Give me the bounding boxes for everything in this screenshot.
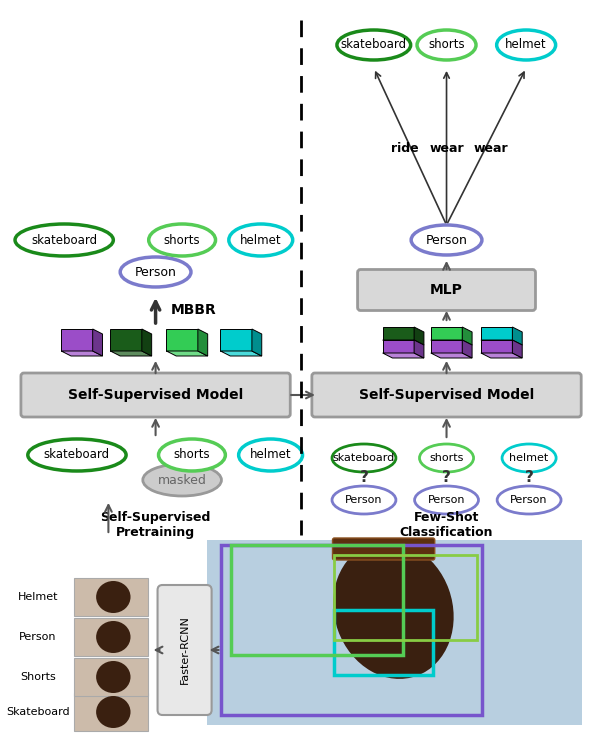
FancyBboxPatch shape <box>74 578 148 616</box>
Text: wear: wear <box>429 142 464 154</box>
Polygon shape <box>481 340 513 353</box>
FancyBboxPatch shape <box>207 540 582 725</box>
Ellipse shape <box>159 439 226 471</box>
Polygon shape <box>513 340 522 358</box>
Text: Faster-RCNN: Faster-RCNN <box>180 616 190 684</box>
Polygon shape <box>110 351 152 356</box>
Ellipse shape <box>96 661 130 693</box>
Text: Person: Person <box>345 495 382 505</box>
Polygon shape <box>382 340 424 345</box>
Polygon shape <box>431 327 462 340</box>
Polygon shape <box>93 329 102 356</box>
Ellipse shape <box>333 541 453 679</box>
Ellipse shape <box>411 225 482 255</box>
Polygon shape <box>481 340 522 345</box>
Text: shorts: shorts <box>428 38 465 51</box>
Polygon shape <box>382 340 414 353</box>
Text: skateboard: skateboard <box>44 448 110 462</box>
Polygon shape <box>382 327 414 340</box>
Ellipse shape <box>229 224 292 256</box>
Ellipse shape <box>96 696 130 728</box>
Ellipse shape <box>96 621 130 653</box>
Ellipse shape <box>414 486 478 514</box>
Text: Skateboard: Skateboard <box>6 707 69 717</box>
Text: ?: ? <box>525 470 533 485</box>
Ellipse shape <box>420 444 474 472</box>
Ellipse shape <box>497 486 561 514</box>
Ellipse shape <box>502 444 556 472</box>
Polygon shape <box>414 340 424 358</box>
Text: ?: ? <box>442 470 451 485</box>
Polygon shape <box>220 351 262 356</box>
Polygon shape <box>431 340 462 353</box>
FancyBboxPatch shape <box>312 373 581 417</box>
Text: Person: Person <box>428 495 465 505</box>
Polygon shape <box>481 327 513 340</box>
Text: helmet: helmet <box>510 453 549 463</box>
Ellipse shape <box>239 439 303 471</box>
Polygon shape <box>414 327 424 345</box>
Ellipse shape <box>143 464 221 496</box>
Text: helmet: helmet <box>506 38 547 51</box>
Polygon shape <box>431 353 472 358</box>
Polygon shape <box>481 353 522 358</box>
Text: wear: wear <box>474 142 509 154</box>
Text: shorts: shorts <box>164 233 201 247</box>
Text: MBBR: MBBR <box>170 303 216 317</box>
Text: shorts: shorts <box>429 453 464 463</box>
Text: ride: ride <box>391 142 419 154</box>
Text: Self-Supervised Model: Self-Supervised Model <box>68 388 243 402</box>
FancyBboxPatch shape <box>358 269 536 310</box>
Text: Helmet: Helmet <box>17 592 58 602</box>
Polygon shape <box>61 351 102 356</box>
Text: helmet: helmet <box>240 233 282 247</box>
Ellipse shape <box>120 257 191 287</box>
Ellipse shape <box>332 444 396 472</box>
Text: Self-Supervised Model: Self-Supervised Model <box>359 388 534 402</box>
FancyBboxPatch shape <box>333 538 435 560</box>
Polygon shape <box>462 327 472 345</box>
FancyBboxPatch shape <box>21 373 290 417</box>
Polygon shape <box>61 329 93 351</box>
FancyBboxPatch shape <box>74 618 148 656</box>
Polygon shape <box>220 329 252 351</box>
Polygon shape <box>142 329 152 356</box>
Text: ?: ? <box>359 470 368 485</box>
Text: skateboard: skateboard <box>341 38 407 51</box>
Ellipse shape <box>497 30 556 60</box>
Ellipse shape <box>337 30 411 60</box>
Polygon shape <box>166 329 198 351</box>
Text: shorts: shorts <box>173 448 210 462</box>
Polygon shape <box>462 340 472 358</box>
FancyBboxPatch shape <box>157 585 211 715</box>
Text: skateboard: skateboard <box>31 233 97 247</box>
Text: masked: masked <box>157 473 207 487</box>
Text: Person: Person <box>19 632 56 642</box>
Ellipse shape <box>28 439 126 471</box>
FancyBboxPatch shape <box>74 693 148 731</box>
Polygon shape <box>110 329 142 351</box>
Polygon shape <box>166 351 208 356</box>
Text: Person: Person <box>510 495 548 505</box>
Polygon shape <box>431 340 472 345</box>
Text: helmet: helmet <box>250 448 291 462</box>
Polygon shape <box>513 327 522 345</box>
Text: Person: Person <box>426 233 468 247</box>
Polygon shape <box>198 329 208 356</box>
Text: Few-Shot
Classification: Few-Shot Classification <box>400 511 493 539</box>
Text: Person: Person <box>134 266 176 278</box>
Text: Shorts: Shorts <box>20 672 56 682</box>
Ellipse shape <box>15 224 113 256</box>
FancyBboxPatch shape <box>74 658 148 696</box>
Ellipse shape <box>149 224 215 256</box>
Text: MLP: MLP <box>430 283 463 297</box>
Ellipse shape <box>96 581 130 613</box>
Ellipse shape <box>417 30 476 60</box>
Text: Self-Supervised
Pretraining: Self-Supervised Pretraining <box>101 511 211 539</box>
Polygon shape <box>382 353 424 358</box>
Ellipse shape <box>332 486 396 514</box>
Text: skateboard: skateboard <box>333 453 395 463</box>
Polygon shape <box>252 329 262 356</box>
